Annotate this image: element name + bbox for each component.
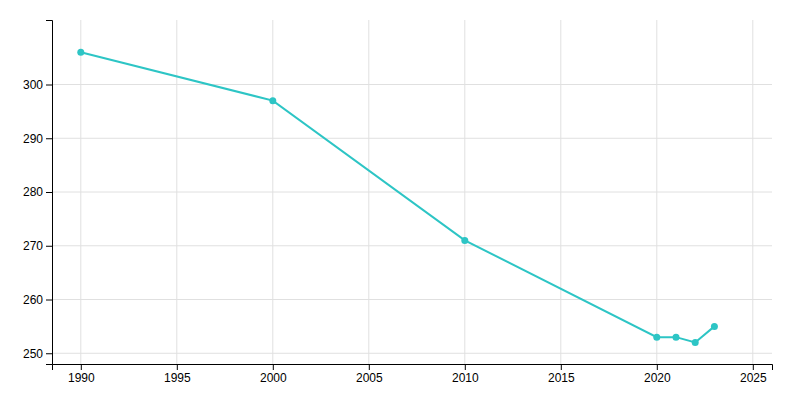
tick: 260 xyxy=(23,293,52,307)
tick: 290 xyxy=(23,132,52,146)
tick-mark xyxy=(46,353,52,354)
tick: 2005 xyxy=(356,364,383,385)
tick: 300 xyxy=(23,78,52,92)
plot-area: 1990 1995 2000 2005 2010 2015 2020 2025 250 260 27… xyxy=(23,20,773,385)
tick-label: 280 xyxy=(23,185,43,199)
grid-line-y xyxy=(52,245,772,246)
tick-label: 2010 xyxy=(452,371,479,385)
tick-label: 300 xyxy=(23,78,43,92)
marker xyxy=(461,237,468,244)
tick-label: 290 xyxy=(23,132,43,146)
marker xyxy=(653,334,660,341)
tick-label: 1990 xyxy=(68,371,95,385)
tick: 280 xyxy=(23,185,52,199)
marker xyxy=(711,323,718,330)
grid xyxy=(52,20,772,364)
tick: 2025 xyxy=(740,364,767,385)
tick: 2020 xyxy=(644,364,671,385)
tick-label: 250 xyxy=(23,347,43,361)
tick-label: 2015 xyxy=(548,371,575,385)
tick: 270 xyxy=(23,239,52,253)
chart: 1990 1995 2000 2005 2010 2015 2020 2025 250 260 27… xyxy=(0,0,800,400)
tick-mark xyxy=(177,364,178,370)
tick-mark xyxy=(369,364,370,370)
tick-label: 1995 xyxy=(164,371,191,385)
tick-label: 2000 xyxy=(260,371,287,385)
tick-mark xyxy=(46,192,52,193)
grid-line-y xyxy=(52,192,772,193)
tick-mark xyxy=(657,364,658,370)
tick-mark xyxy=(561,364,562,370)
axis-line xyxy=(53,365,773,371)
x-axis: 1990 1995 2000 2005 2010 2015 2020 2025 xyxy=(53,364,773,385)
tick-label: 2020 xyxy=(644,371,671,385)
tick-mark xyxy=(46,138,52,139)
marker xyxy=(269,97,276,104)
line xyxy=(81,52,715,342)
tick-label: 260 xyxy=(23,293,43,307)
marker xyxy=(673,334,680,341)
tick-label: 2005 xyxy=(356,371,383,385)
tick: 2015 xyxy=(548,364,575,385)
tick-mark xyxy=(81,364,82,370)
tick-mark xyxy=(273,364,274,370)
grid-line-y xyxy=(52,84,772,85)
tick-mark xyxy=(465,364,466,370)
tick-label: 2025 xyxy=(740,371,767,385)
tick: 2000 xyxy=(260,364,287,385)
grid-line-y xyxy=(52,299,772,300)
series xyxy=(77,49,718,346)
tick: 1995 xyxy=(164,364,191,385)
grid-line-y xyxy=(52,353,772,354)
tick: 1990 xyxy=(68,364,95,385)
tick-mark xyxy=(46,85,52,86)
tick: 2010 xyxy=(452,364,479,385)
tick-mark xyxy=(46,246,52,247)
grid-line-y xyxy=(52,138,772,139)
tick: 250 xyxy=(23,347,52,361)
tick-mark xyxy=(46,300,52,301)
marker xyxy=(77,49,84,56)
y-axis: 250 260 270 280 290 300 xyxy=(23,21,53,365)
axis-line xyxy=(46,21,53,365)
marker xyxy=(692,339,699,346)
tick-mark xyxy=(753,364,754,370)
tick-label: 270 xyxy=(23,239,43,253)
